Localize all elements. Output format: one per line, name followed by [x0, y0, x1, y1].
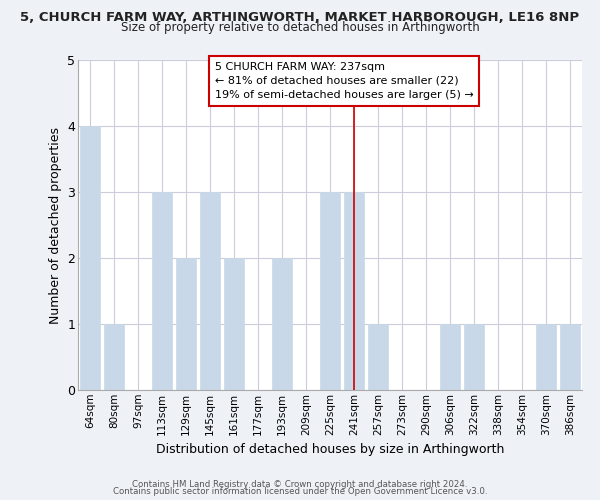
Text: 5 CHURCH FARM WAY: 237sqm
← 81% of detached houses are smaller (22)
19% of semi-: 5 CHURCH FARM WAY: 237sqm ← 81% of detac… [215, 62, 473, 100]
Bar [224, 258, 244, 390]
Bar [560, 324, 580, 390]
Text: Contains public sector information licensed under the Open Government Licence v3: Contains public sector information licen… [113, 487, 487, 496]
Text: Contains HM Land Registry data © Crown copyright and database right 2024.: Contains HM Land Registry data © Crown c… [132, 480, 468, 489]
Bar [272, 258, 292, 390]
Bar [152, 192, 172, 390]
Bar [104, 324, 124, 390]
Bar [368, 324, 388, 390]
Bar [536, 324, 556, 390]
Text: 5, CHURCH FARM WAY, ARTHINGWORTH, MARKET HARBOROUGH, LE16 8NP: 5, CHURCH FARM WAY, ARTHINGWORTH, MARKET… [20, 11, 580, 24]
Text: Size of property relative to detached houses in Arthingworth: Size of property relative to detached ho… [121, 21, 479, 34]
Bar [80, 126, 100, 390]
Bar [176, 258, 196, 390]
Bar [320, 192, 340, 390]
Bar [344, 192, 364, 390]
Y-axis label: Number of detached properties: Number of detached properties [49, 126, 62, 324]
X-axis label: Distribution of detached houses by size in Arthingworth: Distribution of detached houses by size … [156, 443, 504, 456]
Bar [464, 324, 484, 390]
Bar [200, 192, 220, 390]
Bar [440, 324, 460, 390]
